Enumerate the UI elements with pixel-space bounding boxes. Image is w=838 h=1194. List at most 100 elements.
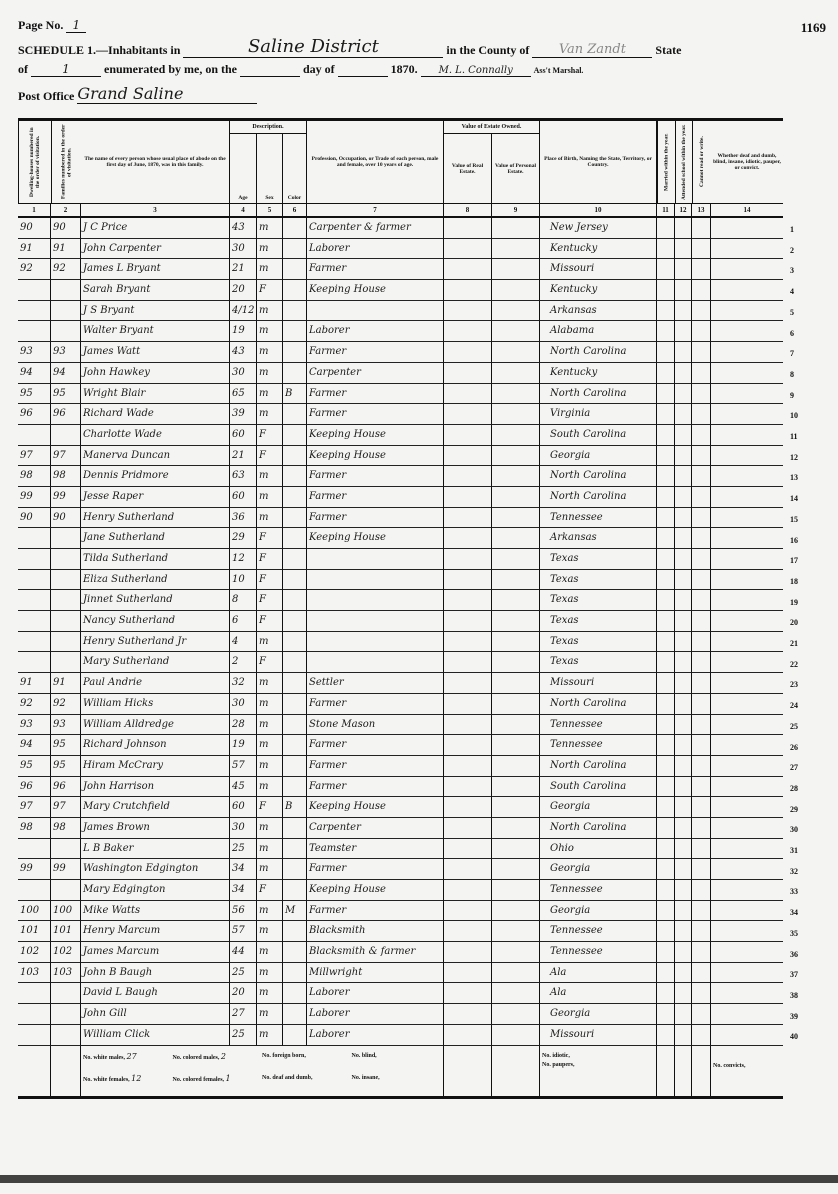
table-row: 91 91 Paul Andrie 32 m Settler Missouri: [18, 673, 783, 694]
cell-age: 21: [230, 445, 257, 467]
colored-males-label: No. colored males,: [172, 1054, 220, 1061]
cell-family: 92: [51, 693, 81, 715]
cell-empty: [675, 300, 692, 322]
post-office-label: Post Office: [18, 89, 75, 103]
cell-occupation: Farmer: [307, 735, 444, 756]
table-row: 91 91 John Carpenter 30 m Laborer Kentucky: [18, 238, 783, 260]
cell-name: Jane Sutherland: [81, 528, 230, 549]
cell-birthplace: North Carolina: [540, 342, 657, 363]
table-row: 97 97 Mary Crutchfield 60 F B Keeping House Geo…: [18, 797, 783, 818]
cell-dwelling: 101: [18, 921, 51, 943]
line-number: 10: [790, 411, 798, 421]
page-number: Page No. 1: [18, 18, 87, 33]
cell-color: B: [283, 383, 307, 405]
post-office-value: Grand Saline: [77, 84, 258, 104]
cell-empty: [492, 259, 540, 281]
cell-age: 25: [230, 838, 257, 860]
cell-age: 34: [230, 880, 257, 901]
cell-name: William Alldredge: [81, 714, 230, 736]
cell-color: [283, 921, 307, 943]
cell-empty: [711, 342, 783, 363]
cell-sex: m: [257, 404, 283, 425]
schedule-line: SCHEDULE 1.—Inhabitants in Saline Distri…: [18, 36, 681, 58]
cell-occupation: Blacksmith & farmer: [307, 942, 444, 963]
white-females-total: No. white females, 12: [83, 1074, 173, 1096]
column-number-3: 3: [81, 204, 230, 216]
cell-empty: [711, 735, 783, 756]
table-row: 98 98 James Brown 30 m Carpenter North Carolin…: [18, 817, 783, 839]
cell-empty: [444, 507, 492, 529]
cell-empty: [692, 1004, 711, 1025]
cell-occupation: Laborer: [307, 238, 444, 260]
cell-empty: [675, 817, 692, 839]
footer-col10: No. idiotic, No. paupers,: [540, 1045, 657, 1096]
cell-empty: [675, 797, 692, 818]
cell-empty: [444, 280, 492, 301]
cell-empty: [675, 962, 692, 984]
cell-age: 21: [230, 259, 257, 281]
table-row: 97 97 Manerva Duncan 21 F Keeping House Georgi…: [18, 445, 783, 467]
cell-family: [51, 321, 81, 343]
line-number: 32: [790, 866, 798, 876]
column-header-4: Age: [230, 121, 257, 203]
cell-occupation: [307, 652, 444, 674]
cell-empty: [675, 218, 692, 239]
cell-name: Tilda Sutherland: [81, 549, 230, 570]
footer-col1: [18, 1045, 51, 1096]
cell-family: 92: [51, 259, 81, 281]
cell-sex: m: [257, 507, 283, 529]
cell-family: [51, 880, 81, 901]
colored-females-value: 1: [225, 1073, 231, 1083]
page-number-value: 1: [66, 18, 87, 33]
cell-birthplace: Missouri: [540, 1024, 657, 1046]
cell-color: B: [283, 797, 307, 818]
line-number: 25: [790, 721, 798, 731]
cell-empty: [444, 445, 492, 467]
cell-empty: [711, 611, 783, 632]
cell-occupation: Carpenter & farmer: [307, 218, 444, 239]
cell-empty: [711, 983, 783, 1005]
cell-dwelling: 102: [18, 942, 51, 963]
table-row: 95 95 Wright Blair 65 m B Farmer North Carolina: [18, 383, 783, 405]
cell-name: Wright Blair: [81, 383, 230, 405]
cell-sex: m: [257, 1004, 283, 1025]
cell-family: 93: [51, 342, 81, 363]
cell-empty: [692, 693, 711, 715]
cell-age: 56: [230, 900, 257, 922]
cell-occupation: [307, 590, 444, 612]
cell-dwelling: [18, 528, 51, 549]
cell-family: 97: [51, 445, 81, 467]
cell-empty: [657, 776, 675, 798]
line-number: 1: [790, 225, 794, 234]
column-number-14: 14: [743, 206, 751, 214]
cell-empty: [444, 962, 492, 984]
colored-males-value: 2: [220, 1051, 226, 1061]
cell-empty: [444, 238, 492, 260]
cell-empty: [711, 652, 783, 674]
cell-name: Washington Edgington: [81, 859, 230, 880]
cell-occupation: Carpenter: [307, 817, 444, 839]
cell-birthplace: Texas: [540, 652, 657, 674]
cell-sex: F: [257, 280, 283, 301]
column-number-5: 5: [257, 204, 283, 216]
cell-sex: m: [257, 342, 283, 363]
column-header-6: Color: [283, 121, 307, 203]
cell-color: [283, 1004, 307, 1025]
cell-empty: [444, 921, 492, 943]
colored-males-total: No. colored males, 2: [173, 1052, 263, 1074]
cell-color: [283, 445, 307, 467]
cell-sex: m: [257, 962, 283, 984]
cell-dwelling: [18, 1004, 51, 1025]
cell-family: [51, 611, 81, 632]
column-header-12: Attended school within the year.: [675, 121, 692, 203]
cell-empty: [492, 942, 540, 963]
cell-empty: [675, 590, 692, 612]
cell-empty: [492, 817, 540, 839]
schedule-label: SCHEDULE 1.—Inhabitants in: [18, 43, 181, 57]
cell-color: [283, 424, 307, 446]
cell-empty: [692, 900, 711, 922]
cell-occupation: Farmer: [307, 486, 444, 508]
cell-color: [283, 942, 307, 963]
cell-age: 8: [230, 590, 257, 612]
cell-empty: [444, 1024, 492, 1046]
